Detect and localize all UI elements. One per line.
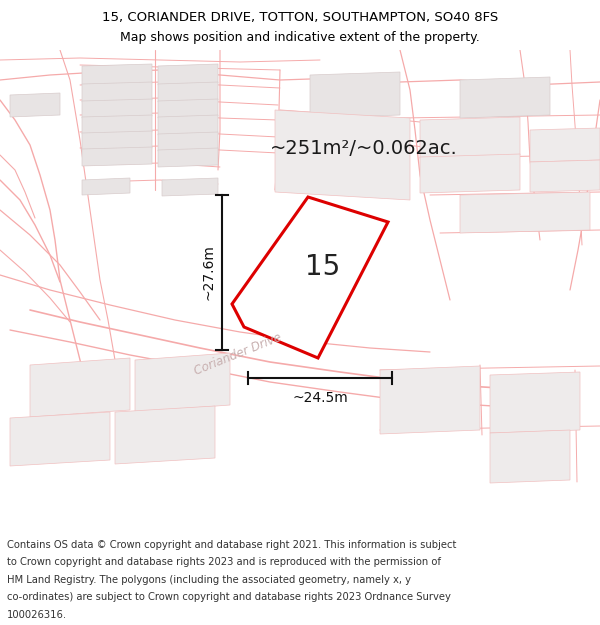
- Polygon shape: [82, 82, 152, 102]
- Polygon shape: [158, 148, 218, 167]
- Polygon shape: [158, 132, 218, 151]
- Polygon shape: [82, 115, 152, 134]
- Polygon shape: [82, 64, 152, 85]
- Polygon shape: [82, 178, 130, 195]
- Text: co-ordinates) are subject to Crown copyright and database rights 2023 Ordnance S: co-ordinates) are subject to Crown copyr…: [7, 592, 451, 602]
- Polygon shape: [530, 160, 600, 192]
- Text: Coriander Drive: Coriander Drive: [193, 331, 284, 378]
- Text: ~251m²/~0.062ac.: ~251m²/~0.062ac.: [270, 139, 458, 158]
- Polygon shape: [30, 358, 130, 417]
- Polygon shape: [460, 77, 550, 118]
- Polygon shape: [310, 72, 400, 118]
- Text: 15: 15: [305, 253, 341, 281]
- Polygon shape: [82, 147, 152, 166]
- Polygon shape: [10, 412, 110, 466]
- Text: ~27.6m: ~27.6m: [201, 244, 215, 301]
- Polygon shape: [158, 64, 218, 85]
- Polygon shape: [10, 93, 60, 117]
- Polygon shape: [135, 353, 230, 412]
- Polygon shape: [460, 192, 590, 233]
- Polygon shape: [82, 131, 152, 150]
- Polygon shape: [158, 82, 218, 102]
- Text: HM Land Registry. The polygons (including the associated geometry, namely x, y: HM Land Registry. The polygons (includin…: [7, 574, 411, 584]
- Polygon shape: [232, 197, 388, 358]
- Text: to Crown copyright and database rights 2023 and is reproduced with the permissio: to Crown copyright and database rights 2…: [7, 557, 441, 567]
- Text: 100026316.: 100026316.: [7, 610, 67, 620]
- Polygon shape: [158, 115, 218, 135]
- Polygon shape: [115, 406, 215, 464]
- Polygon shape: [82, 99, 152, 118]
- Polygon shape: [490, 430, 570, 483]
- Polygon shape: [490, 372, 580, 433]
- Polygon shape: [420, 154, 520, 193]
- Polygon shape: [420, 117, 520, 158]
- Text: Contains OS data © Crown copyright and database right 2021. This information is : Contains OS data © Crown copyright and d…: [7, 539, 457, 549]
- Polygon shape: [162, 178, 218, 196]
- Polygon shape: [530, 128, 600, 162]
- Polygon shape: [275, 110, 410, 200]
- Polygon shape: [380, 366, 480, 434]
- Text: Map shows position and indicative extent of the property.: Map shows position and indicative extent…: [120, 31, 480, 44]
- Text: ~24.5m: ~24.5m: [292, 391, 348, 405]
- Polygon shape: [158, 99, 218, 118]
- Text: 15, CORIANDER DRIVE, TOTTON, SOUTHAMPTON, SO40 8FS: 15, CORIANDER DRIVE, TOTTON, SOUTHAMPTON…: [102, 11, 498, 24]
